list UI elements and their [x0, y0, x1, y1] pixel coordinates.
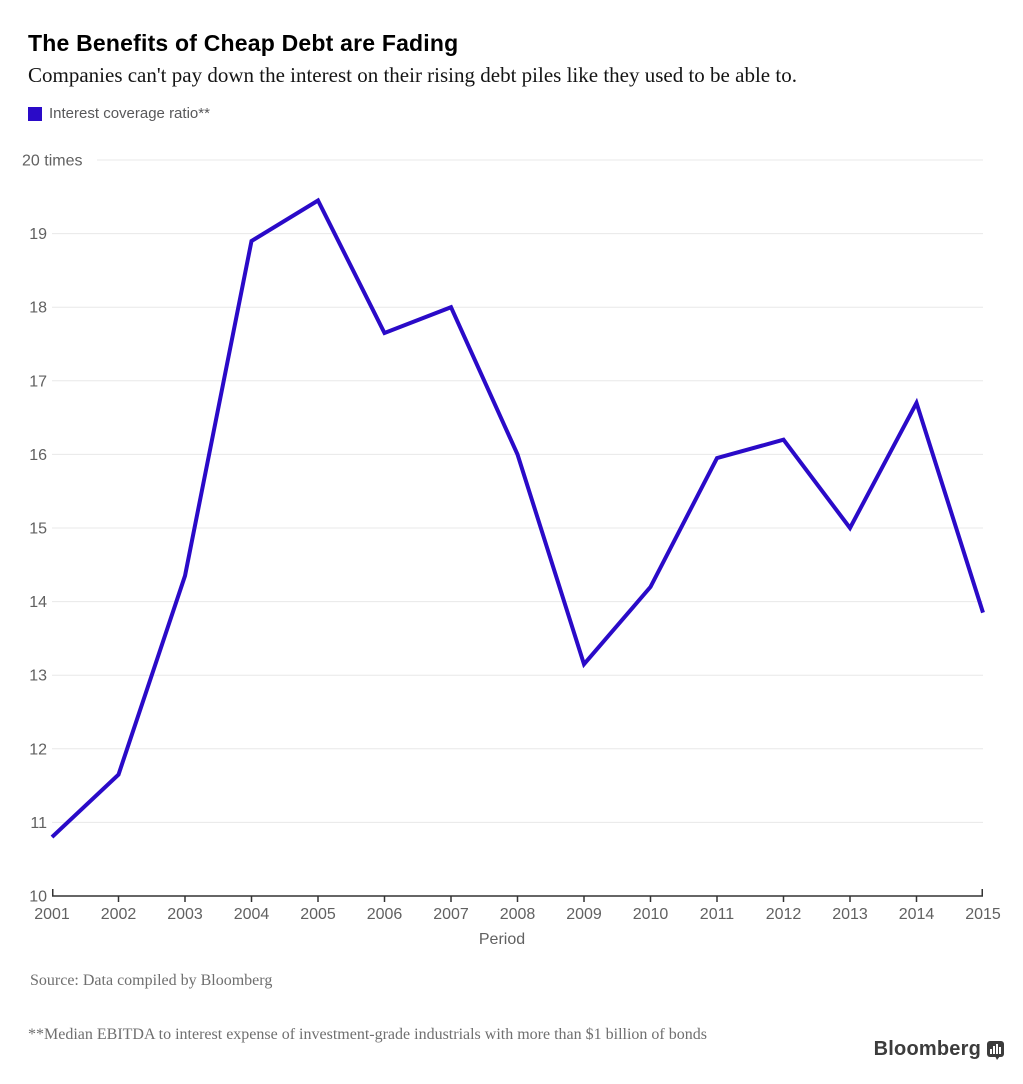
chart-subtitle: Companies can't pay down the interest on… [28, 63, 797, 87]
x-axis-label: 2014 [899, 906, 935, 923]
bloomberg-wordmark: Bloomberg [873, 1038, 981, 1060]
source-note: Source: Data compiled by Bloomberg [30, 972, 273, 989]
y-axis-label: 13 [29, 668, 47, 685]
y-axis-label: 12 [29, 741, 47, 758]
x-axis-label: 2010 [633, 906, 669, 923]
x-axis-label: 2009 [566, 906, 602, 923]
x-axis-title: Period [479, 931, 525, 948]
legend-swatch [28, 106, 42, 121]
x-axis-label: 2013 [832, 906, 868, 923]
x-axis-label: 2011 [700, 906, 735, 923]
y-axis-top-label: 20 times [22, 153, 82, 170]
y-axis-label: 10 [29, 889, 47, 906]
x-axis-label: 2004 [234, 906, 270, 923]
data-line [50, 197, 985, 839]
x-axis-label: 2012 [766, 906, 802, 923]
y-axis-label: 14 [29, 594, 47, 611]
footnote: **Median EBITDA to interest expense of i… [28, 1026, 707, 1043]
legend-label: Interest coverage ratio** [49, 105, 210, 122]
x-axis-label: 2002 [101, 906, 137, 923]
bloomberg-terminal-icon [987, 1040, 1004, 1060]
y-axis-label: 17 [29, 373, 47, 390]
x-axis-label: 2015 [965, 906, 1001, 923]
bloomberg-logo: Bloomberg [874, 1038, 1005, 1061]
chart-title: The Benefits of Cheap Debt are Fading [28, 30, 459, 56]
y-axis-label: 15 [29, 521, 47, 538]
y-axis-label: 19 [29, 226, 47, 243]
legend: Interest coverage ratio** [28, 105, 210, 122]
x-axis-label: 2001 [34, 906, 70, 923]
y-axis-label: 11 [30, 815, 47, 832]
x-axis-label: 2006 [367, 906, 403, 923]
y-axis-label: 16 [29, 447, 47, 464]
x-axis-label: 2005 [300, 906, 336, 923]
y-axis-label: 18 [29, 300, 47, 317]
x-axis-label: 2007 [433, 906, 469, 923]
x-axis-label: 2003 [167, 906, 203, 923]
x-axis-label: 2008 [500, 906, 536, 923]
